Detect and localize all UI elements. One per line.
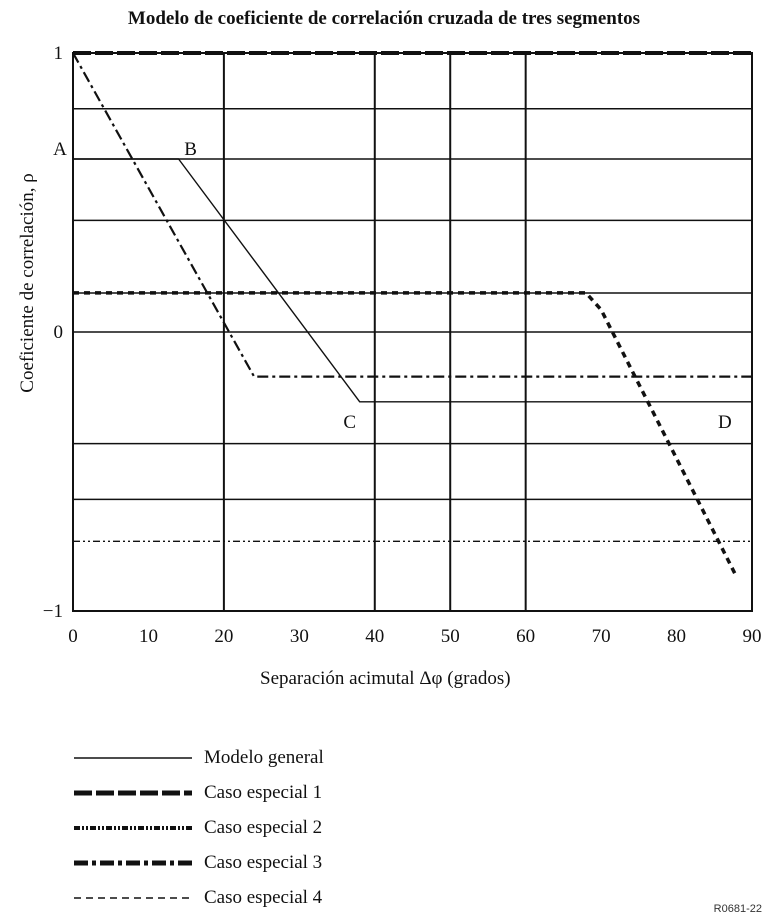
- y-tick-label: 0: [54, 322, 64, 343]
- point-label-c: C: [343, 412, 356, 433]
- legend-item: Caso especial 4: [72, 880, 324, 915]
- series-line-5: [73, 291, 739, 579]
- legend-item: Caso especial 1: [72, 775, 324, 810]
- legend-swatch: [74, 790, 192, 795]
- x-tick-label: 30: [290, 626, 309, 647]
- legend-label: Caso especial 1: [204, 781, 323, 803]
- legend: Modelo general Caso especial 1 Caso especi…: [72, 740, 324, 915]
- legend-label: Caso especial 4: [204, 886, 323, 908]
- y-tick-label: −1: [43, 601, 63, 622]
- y-tick-label: 1: [54, 43, 64, 64]
- x-tick-label: 90: [743, 626, 762, 647]
- legend-item: Caso especial 2: [72, 810, 324, 845]
- legend-label: Modelo general: [204, 746, 324, 768]
- legend-item: Caso especial 3: [72, 845, 324, 880]
- legend-swatch: [74, 756, 192, 759]
- legend-swatch: [74, 860, 192, 865]
- x-tick-label: 10: [139, 626, 158, 647]
- figure-id: R0681-22: [713, 903, 762, 915]
- legend-label: Caso especial 3: [204, 851, 323, 873]
- point-label-d: D: [718, 412, 732, 433]
- legend-swatch: [74, 825, 192, 830]
- point-label-a: A: [53, 139, 67, 160]
- y-axis-label: Coeficiente de correlación, ρ: [17, 173, 38, 393]
- x-tick-label: 60: [516, 626, 535, 647]
- legend-item: Modelo general: [72, 740, 324, 775]
- series-line-4: [72, 52, 752, 378]
- legend-swatch: [74, 896, 192, 899]
- x-tick-label: 50: [441, 626, 460, 647]
- x-tick-label: 20: [214, 626, 233, 647]
- x-tick-label: 40: [365, 626, 384, 647]
- x-tick-label: 0: [68, 626, 78, 647]
- chart-title: Modelo de coeficiente de correlación cru…: [127, 8, 641, 29]
- point-label-b: B: [184, 139, 197, 160]
- legend-label: Caso especial 2: [204, 816, 323, 838]
- chart-plot: 0 10 20 30 40 50 60 70 80 90−101 A BC D: [43, 43, 762, 647]
- series-line-1: [73, 158, 752, 403]
- x-axis-label: Separación acimutal Δφ (grados): [260, 668, 511, 689]
- x-tick-label: 80: [667, 626, 686, 647]
- x-tick-label: 70: [592, 626, 611, 647]
